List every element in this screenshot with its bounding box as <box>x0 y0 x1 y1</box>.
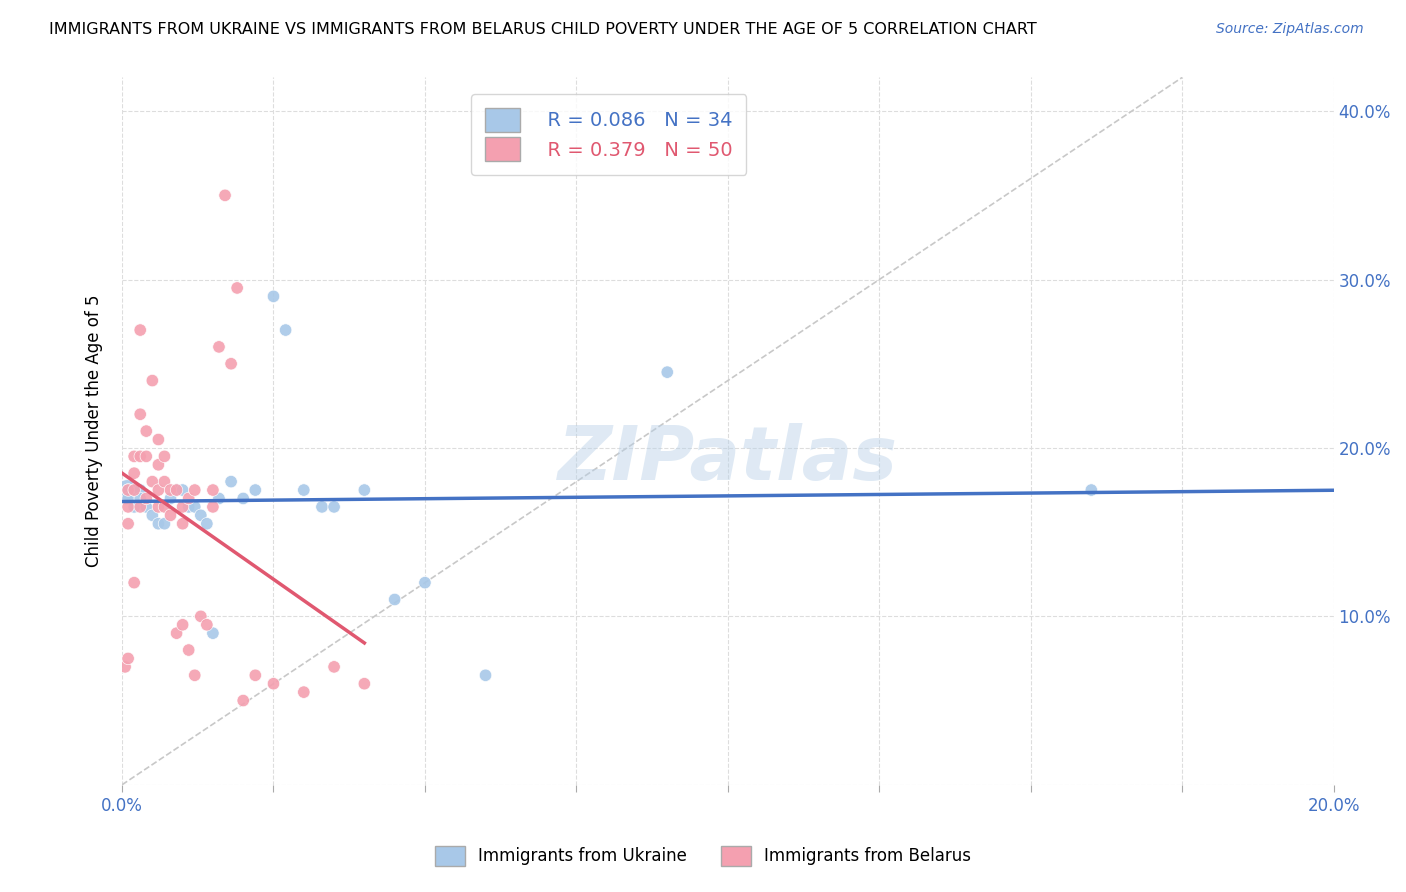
Point <box>117 491 139 506</box>
Point <box>148 458 170 472</box>
Point <box>384 592 406 607</box>
Point <box>184 668 207 682</box>
Point <box>657 365 679 379</box>
Point <box>129 407 152 421</box>
Point <box>219 357 242 371</box>
Point <box>115 483 138 497</box>
Point <box>208 340 231 354</box>
Text: IMMIGRANTS FROM UKRAINE VS IMMIGRANTS FROM BELARUS CHILD POVERTY UNDER THE AGE O: IMMIGRANTS FROM UKRAINE VS IMMIGRANTS FR… <box>49 22 1038 37</box>
Point <box>153 450 176 464</box>
Point <box>177 491 200 506</box>
Point <box>172 516 194 531</box>
Point <box>323 500 346 514</box>
Legend:   R = 0.086   N = 34,   R = 0.379   N = 50: R = 0.086 N = 34, R = 0.379 N = 50 <box>471 95 747 175</box>
Point <box>323 660 346 674</box>
Point <box>129 450 152 464</box>
Point <box>184 483 207 497</box>
Point <box>474 668 496 682</box>
Point <box>122 450 145 464</box>
Point <box>195 617 218 632</box>
Point <box>135 424 157 438</box>
Point <box>153 475 176 489</box>
Point <box>122 575 145 590</box>
Point <box>177 643 200 657</box>
Point <box>159 491 181 506</box>
Text: ZIPatlas: ZIPatlas <box>558 423 898 496</box>
Point <box>219 475 242 489</box>
Point <box>311 500 333 514</box>
Point <box>226 281 249 295</box>
Point <box>353 676 375 690</box>
Point <box>129 483 152 497</box>
Point <box>166 483 188 497</box>
Point <box>122 466 145 480</box>
Point <box>201 500 224 514</box>
Point <box>141 374 163 388</box>
Point <box>353 483 375 497</box>
Point <box>245 668 267 682</box>
Point <box>184 500 207 514</box>
Point <box>153 516 176 531</box>
Point <box>141 508 163 523</box>
Point <box>208 491 231 506</box>
Point <box>159 508 181 523</box>
Point <box>413 575 436 590</box>
Point <box>190 508 212 523</box>
Point <box>232 491 254 506</box>
Point <box>232 693 254 707</box>
Point <box>1080 483 1102 497</box>
Point <box>117 651 139 665</box>
Point <box>148 483 170 497</box>
Point <box>172 483 194 497</box>
Point <box>190 609 212 624</box>
Point <box>122 483 145 497</box>
Point <box>159 483 181 497</box>
Point <box>172 500 194 514</box>
Point <box>292 685 315 699</box>
Point <box>122 500 145 514</box>
Point <box>214 188 236 202</box>
Point <box>166 626 188 640</box>
Legend: Immigrants from Ukraine, Immigrants from Belarus: Immigrants from Ukraine, Immigrants from… <box>422 832 984 880</box>
Point <box>117 500 139 514</box>
Point <box>141 475 163 489</box>
Point <box>263 289 285 303</box>
Point <box>177 500 200 514</box>
Point <box>274 323 297 337</box>
Point <box>135 491 157 506</box>
Point <box>201 626 224 640</box>
Point <box>135 450 157 464</box>
Point <box>292 483 315 497</box>
Point <box>135 500 157 514</box>
Point <box>201 483 224 497</box>
Point <box>245 483 267 497</box>
Y-axis label: Child Poverty Under the Age of 5: Child Poverty Under the Age of 5 <box>86 295 103 567</box>
Point <box>148 500 170 514</box>
Point <box>195 516 218 531</box>
Point <box>172 617 194 632</box>
Point <box>129 491 152 506</box>
Point <box>263 676 285 690</box>
Point <box>148 433 170 447</box>
Point <box>129 500 152 514</box>
Point <box>114 660 136 674</box>
Point <box>148 516 170 531</box>
Point <box>153 500 176 514</box>
Point <box>117 483 139 497</box>
Point <box>117 483 139 497</box>
Point <box>129 323 152 337</box>
Point <box>166 483 188 497</box>
Point <box>117 516 139 531</box>
Text: Source: ZipAtlas.com: Source: ZipAtlas.com <box>1216 22 1364 37</box>
Point <box>122 483 145 497</box>
